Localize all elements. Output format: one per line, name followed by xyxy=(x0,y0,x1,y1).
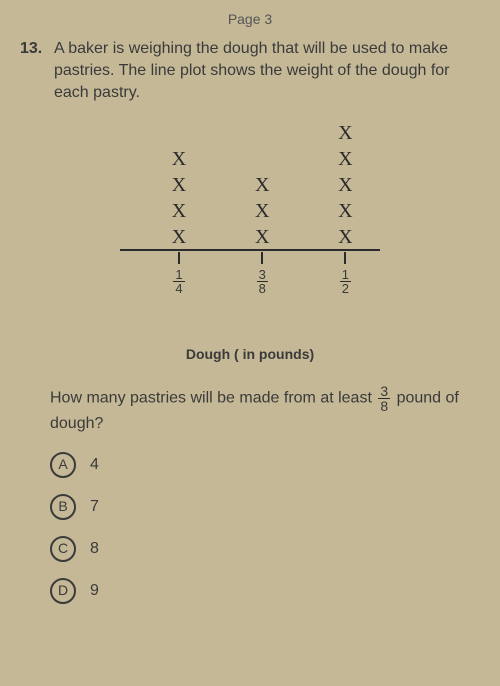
answer-choice[interactable]: D9 xyxy=(50,578,480,604)
x-mark: X xyxy=(338,224,352,250)
question-block: 13. A baker is weighing the dough that w… xyxy=(20,38,480,105)
x-mark: X xyxy=(338,172,352,198)
frac-den: 8 xyxy=(257,282,268,295)
choice-value: 7 xyxy=(90,496,99,518)
x-mark: X xyxy=(172,172,186,198)
x-mark: X xyxy=(338,146,352,172)
plot-marks: XXX xyxy=(255,172,269,250)
frac-num: 1 xyxy=(173,268,184,282)
plot-tick xyxy=(261,252,263,264)
frac-den: 4 xyxy=(173,282,184,295)
plot-label-fraction: 12 xyxy=(340,268,351,295)
choice-value: 8 xyxy=(90,538,99,560)
choice-bubble[interactable]: B xyxy=(50,494,76,520)
plot-tick xyxy=(344,252,346,264)
x-mark: X xyxy=(172,224,186,250)
x-mark: X xyxy=(338,120,352,146)
plot-label-fraction: 38 xyxy=(257,268,268,295)
plot-column: XXXXX12 xyxy=(325,120,365,295)
answer-choices: A4B7C8D9 xyxy=(50,452,480,604)
plot-column: XXXX14 xyxy=(159,146,199,295)
line-plot-chart: XXXX14XXX38XXXXX12 Dough ( in pounds) xyxy=(20,125,480,365)
choice-value: 9 xyxy=(90,580,99,602)
sub-question: How many pastries will be made from at l… xyxy=(50,384,480,435)
x-mark: X xyxy=(338,198,352,224)
subq-fraction: 38 xyxy=(378,384,390,413)
x-mark: X xyxy=(172,146,186,172)
answer-choice[interactable]: C8 xyxy=(50,536,480,562)
plot-label-fraction: 14 xyxy=(173,268,184,295)
plot-marks: XXXX xyxy=(172,146,186,250)
plot-column: XXX 38 xyxy=(242,172,282,295)
answer-choice[interactable]: A4 xyxy=(50,452,480,478)
x-mark: X xyxy=(255,198,269,224)
chart-axis-label: Dough ( in pounds) xyxy=(186,345,314,365)
subq-before: How many pastries will be made from at l… xyxy=(50,390,376,407)
choice-value: 4 xyxy=(90,454,99,476)
subq-frac-num: 3 xyxy=(378,384,390,399)
page-header: Page 3 xyxy=(20,10,480,30)
frac-num: 3 xyxy=(257,268,268,282)
plot-tick xyxy=(178,252,180,264)
x-mark: X xyxy=(255,224,269,250)
question-text: A baker is weighing the dough that will … xyxy=(54,38,480,105)
choice-bubble[interactable]: D xyxy=(50,578,76,604)
plot-marks: XXXXX xyxy=(338,120,352,250)
frac-den: 2 xyxy=(340,282,351,295)
subq-frac-den: 8 xyxy=(378,399,390,413)
frac-num: 1 xyxy=(340,268,351,282)
x-mark: X xyxy=(255,172,269,198)
question-number: 13. xyxy=(20,38,46,105)
choice-bubble[interactable]: C xyxy=(50,536,76,562)
choice-bubble[interactable]: A xyxy=(50,452,76,478)
x-mark: X xyxy=(172,198,186,224)
answer-choice[interactable]: B7 xyxy=(50,494,480,520)
